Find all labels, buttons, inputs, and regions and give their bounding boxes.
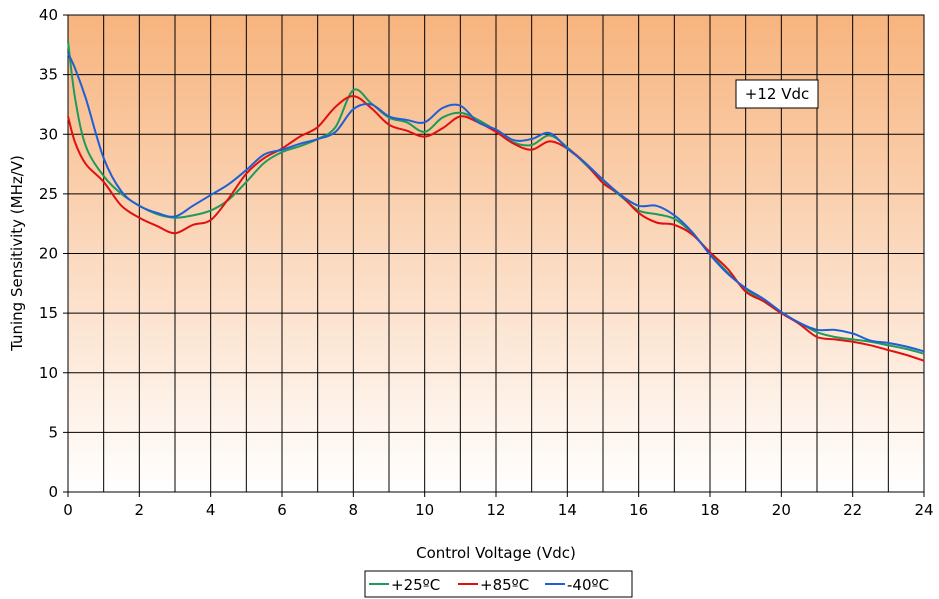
x-tick-label: 2 <box>135 501 145 519</box>
y-tick-label: 20 <box>39 245 58 263</box>
x-tick-label: 22 <box>843 501 862 519</box>
x-tick-label: 0 <box>63 501 73 519</box>
y-tick-labels: 0 5 10 15 20 25 30 35 40 <box>39 6 58 501</box>
x-tick-label: 6 <box>277 501 287 519</box>
y-tick-label: 30 <box>39 125 58 143</box>
annotation-box: +12 Vdc <box>735 79 819 109</box>
x-tick-label: 14 <box>558 501 577 519</box>
y-axis-title: Tuning Sensitivity (MHz/V) <box>8 155 26 352</box>
x-tick-label: 18 <box>700 501 719 519</box>
legend: +25ºC +85ºC -40ºC <box>364 570 633 598</box>
y-tick-label: 40 <box>39 6 58 24</box>
legend-label-1: +85ºC <box>480 576 529 594</box>
x-tick-label: 4 <box>206 501 216 519</box>
series-lines <box>67 41 925 362</box>
x-tick-label: 16 <box>629 501 648 519</box>
x-tick-label: 12 <box>486 501 505 519</box>
y-tick-label: 5 <box>48 423 58 441</box>
legend-label-0: +25ºC <box>391 576 440 594</box>
y-tick-label: 0 <box>48 483 58 501</box>
x-tick-label: 24 <box>914 501 933 519</box>
series-line-2 <box>67 52 925 353</box>
y-tick-label: 10 <box>39 364 58 382</box>
legend-label-2: -40ºC <box>567 576 609 594</box>
y-tick-label: 15 <box>39 304 58 322</box>
annotation-label: +12 Vdc <box>745 85 809 103</box>
tick-marks <box>63 14 925 497</box>
x-tick-labels: 0 2 4 6 8 10 12 14 16 18 20 22 24 <box>63 501 933 519</box>
x-tick-label: 8 <box>349 501 359 519</box>
x-axis-title: Control Voltage (Vdc) <box>416 544 576 562</box>
y-tick-label: 35 <box>39 66 58 84</box>
y-tick-label: 25 <box>39 185 58 203</box>
x-tick-label: 10 <box>415 501 434 519</box>
x-tick-label: 20 <box>772 501 791 519</box>
